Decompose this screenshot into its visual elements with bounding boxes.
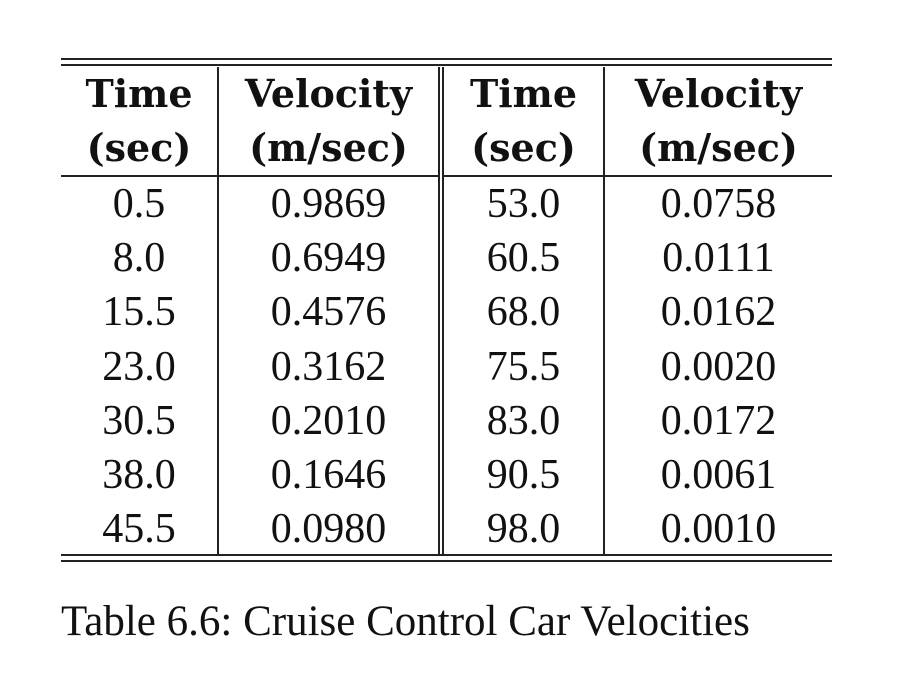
table-cell: 23.0 — [61, 339, 219, 394]
table-caption: Table 6.6: Cruise Control Car Velocities — [61, 598, 750, 645]
table-cell: 0.3162 — [218, 339, 444, 394]
table-cell: 0.0172 — [660, 397, 777, 444]
header-time-1: Time — [61, 67, 219, 121]
table-cell: 0.6949 — [218, 231, 444, 286]
table-cell: 0.2010 — [218, 393, 444, 449]
header-row-1: Time Velocity Time Velocity — [61, 67, 832, 121]
table-cell: 0.0980 — [218, 502, 444, 557]
header-velocity-1: Velocity — [218, 67, 444, 121]
table-cell: 0.0162 — [660, 289, 777, 336]
table-cell: 0.1646 — [218, 448, 444, 503]
header-row-2: (sec) (m/sec) (sec) (m/sec) — [61, 121, 832, 177]
header-time-unit-1: (sec) — [61, 121, 219, 177]
table-cell: 75.5 — [441, 339, 605, 394]
table-cell: 90.5 — [441, 448, 605, 503]
table-cell: 0.0010 — [660, 506, 777, 553]
table-cell: 15.5 — [61, 285, 219, 340]
table-cell: 0.0061 — [660, 452, 777, 499]
table-row: 23.0 0.3162 75.5 0.0020 — [61, 339, 832, 394]
table-cell: 0.0758 — [660, 181, 777, 227]
header-velocity-2: Velocity — [634, 71, 803, 116]
table-cell: 60.5 — [441, 231, 605, 286]
header-time-unit-2: (sec) — [441, 121, 605, 177]
table-row: 15.5 0.4576 68.0 0.0162 — [61, 285, 832, 340]
bottom-rule — [61, 554, 832, 556]
table-cell: 53.0 — [441, 176, 605, 232]
velocity-table: Time Velocity Time Velocity (sec) (m/sec… — [61, 67, 832, 557]
table-cell: 0.9869 — [218, 176, 444, 232]
table-cell: 45.5 — [61, 502, 219, 557]
bottom-rule-inner — [61, 560, 832, 562]
table-cell: 68.0 — [441, 285, 605, 340]
top-rule — [61, 58, 832, 60]
table-cell: 8.0 — [61, 231, 219, 286]
table-cell: 0.0111 — [662, 235, 775, 282]
table-cell: 0.5 — [61, 176, 219, 232]
header-velocity-unit-2: (m/sec) — [604, 121, 832, 177]
table-cell: 98.0 — [441, 502, 605, 557]
table-row: 0.5 0.9869 53.0 0.0758 — [61, 176, 832, 232]
table-row: 8.0 0.6949 60.5 0.0111 — [61, 231, 832, 286]
table-cell: 30.5 — [61, 393, 219, 449]
table-cell: 83.0 — [441, 393, 605, 449]
header-time-2: Time — [441, 67, 605, 121]
table-cell: 0.0020 — [660, 343, 777, 390]
table-row: 45.5 0.0980 98.0 0.0010 — [61, 502, 832, 557]
header-velocity-unit-1: (m/sec) — [218, 121, 444, 177]
table-row: 30.5 0.2010 83.0 0.0172 — [61, 393, 832, 449]
table-row: 38.0 0.1646 90.5 0.0061 — [61, 448, 832, 503]
table-cell: 38.0 — [61, 448, 219, 503]
table-cell: 0.4576 — [218, 285, 444, 340]
top-rule-inner — [61, 64, 832, 66]
